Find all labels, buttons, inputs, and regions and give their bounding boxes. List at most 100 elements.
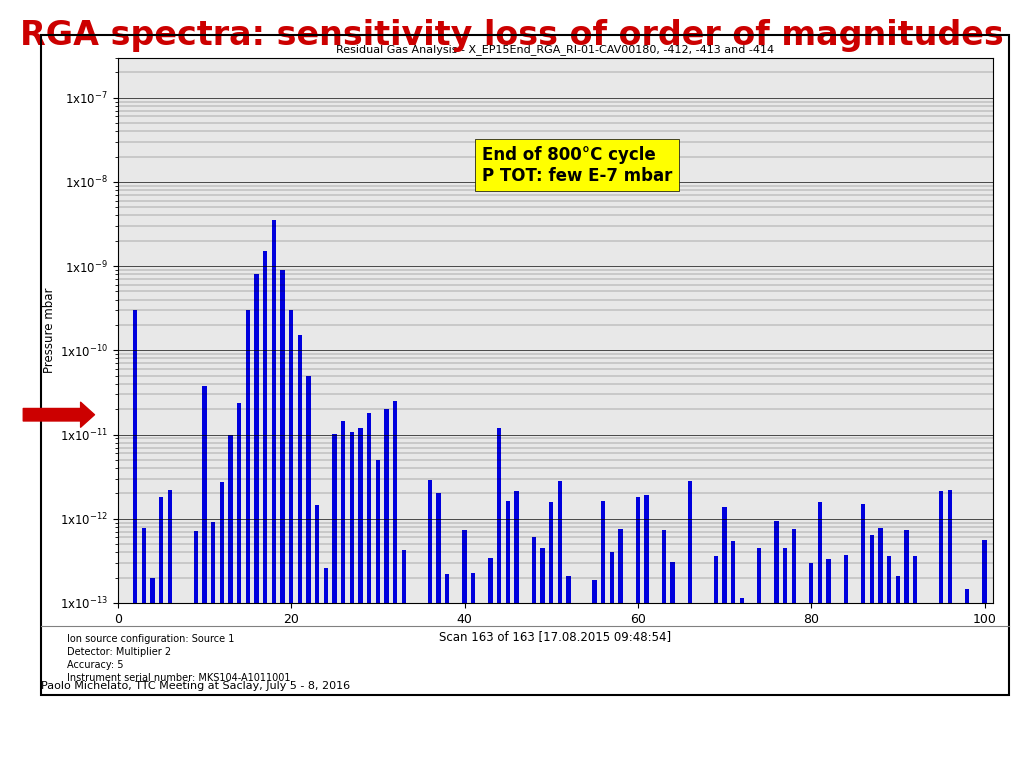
Bar	[168, 490, 172, 768]
Bar	[939, 491, 943, 768]
Bar	[801, 603, 805, 768]
Bar	[531, 537, 536, 768]
Bar	[514, 492, 519, 768]
Bar	[194, 531, 198, 768]
Bar	[246, 310, 250, 768]
Bar	[211, 522, 215, 768]
X-axis label: Scan 163 of 163 [17.08.2015 09:48:54]: Scan 163 of 163 [17.08.2015 09:48:54]	[439, 630, 672, 643]
Bar	[904, 530, 908, 768]
Bar	[627, 603, 632, 768]
Bar	[618, 529, 623, 768]
Bar	[298, 336, 302, 768]
Bar	[887, 557, 892, 768]
Bar	[549, 502, 553, 768]
Bar	[219, 482, 224, 768]
Bar	[575, 603, 580, 768]
Bar	[774, 521, 778, 768]
Bar	[696, 603, 700, 768]
Bar	[254, 274, 259, 768]
Bar	[601, 501, 605, 768]
Title: Residual Gas Analysis - X_EP15End_RGA_RI-01-CAV00180, -412, -413 and -414: Residual Gas Analysis - X_EP15End_RGA_RI…	[337, 44, 774, 55]
Bar	[523, 603, 527, 768]
Bar	[488, 558, 493, 768]
Bar	[679, 603, 683, 768]
Bar	[714, 557, 718, 768]
Bar	[462, 530, 467, 768]
Bar	[974, 603, 978, 768]
Bar	[609, 552, 614, 768]
Bar	[289, 310, 293, 768]
Bar	[541, 548, 545, 768]
Bar	[393, 401, 397, 768]
Bar	[688, 481, 692, 768]
Text: Ion source configuration: Source 1
Detector: Multiplier 2
Accuracy: 5
Instrument: Ion source configuration: Source 1 Detec…	[67, 634, 290, 684]
Bar	[584, 603, 588, 768]
Bar	[419, 603, 423, 768]
Bar	[401, 550, 406, 768]
Bar	[566, 576, 570, 768]
Bar	[141, 528, 146, 768]
Bar	[731, 541, 735, 768]
Bar	[956, 603, 961, 768]
Bar	[479, 603, 484, 768]
Bar	[896, 576, 900, 768]
Bar	[271, 220, 275, 768]
Bar	[506, 501, 510, 768]
Bar	[133, 310, 137, 768]
Bar	[445, 574, 450, 768]
Bar	[922, 603, 926, 768]
Bar	[671, 561, 675, 768]
Text: RGA spectra: sensitivity loss of order of magnitudes: RGA spectra: sensitivity loss of order o…	[20, 19, 1004, 52]
Bar	[757, 548, 762, 768]
Bar	[948, 490, 952, 768]
Text: Paolo Michelato, TTC Meeting at Saclay, July 5 - 8, 2016: Paolo Michelato, TTC Meeting at Saclay, …	[41, 681, 350, 691]
Bar	[706, 603, 710, 768]
Bar	[662, 530, 666, 768]
Bar	[558, 481, 562, 768]
Y-axis label: Pressure mbar: Pressure mbar	[43, 287, 55, 373]
Bar	[749, 603, 753, 768]
Bar	[306, 376, 310, 768]
Bar	[384, 409, 389, 768]
Bar	[428, 480, 432, 768]
Bar	[281, 270, 285, 768]
Bar	[739, 598, 744, 768]
Bar	[263, 251, 267, 768]
Bar	[636, 498, 640, 768]
Text: End of 800°C cycle
P TOT: few E-7 mbar: End of 800°C cycle P TOT: few E-7 mbar	[482, 146, 672, 184]
Bar	[333, 434, 337, 768]
Bar	[411, 603, 415, 768]
Bar	[861, 504, 865, 768]
Bar	[826, 559, 830, 768]
Bar	[766, 603, 770, 768]
Bar	[852, 603, 857, 768]
Bar	[228, 435, 232, 768]
Bar	[592, 580, 597, 768]
Bar	[185, 603, 189, 768]
Bar	[722, 508, 727, 768]
Bar	[809, 562, 813, 768]
Bar	[844, 555, 848, 768]
Bar	[653, 603, 657, 768]
Bar	[454, 603, 458, 768]
Bar	[376, 460, 380, 768]
Bar	[176, 603, 180, 768]
Bar	[358, 428, 362, 768]
Bar	[324, 568, 328, 768]
Bar	[315, 505, 319, 768]
Bar	[792, 528, 796, 768]
Bar	[436, 493, 440, 768]
Bar	[869, 535, 874, 768]
Bar	[783, 548, 787, 768]
Bar	[367, 413, 372, 768]
Bar	[159, 497, 163, 768]
Bar	[497, 428, 502, 768]
Bar	[341, 421, 345, 768]
Bar	[913, 556, 918, 768]
Bar	[879, 528, 883, 768]
Bar	[471, 574, 475, 768]
Bar	[349, 432, 354, 768]
Bar	[644, 495, 649, 768]
Bar	[151, 578, 155, 768]
Bar	[124, 603, 129, 768]
